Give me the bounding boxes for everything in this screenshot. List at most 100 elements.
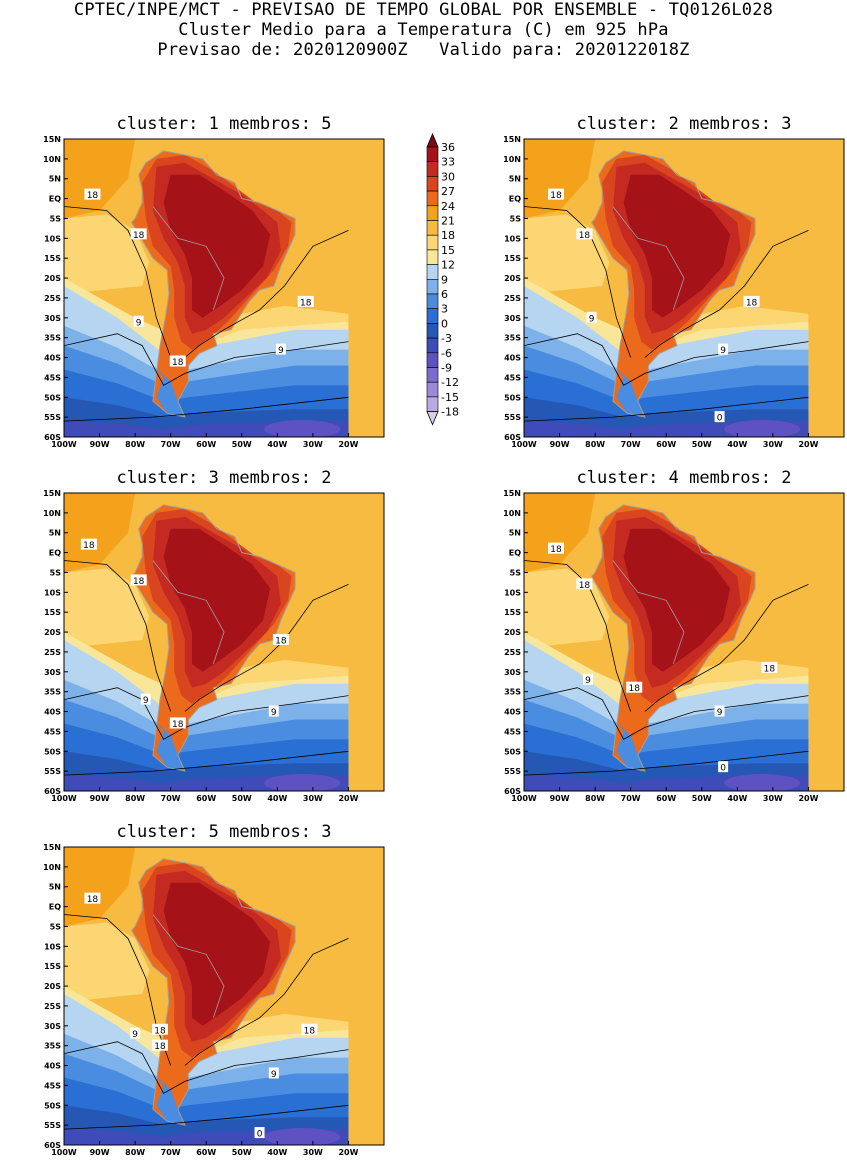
- lat-tick-label: 50S: [504, 393, 521, 402]
- isotherm-0: [524, 396, 809, 422]
- contour-label-bg: [548, 188, 564, 200]
- lat-tick-label: EQ: [49, 195, 61, 204]
- contour-label-bg: [714, 411, 725, 423]
- lon-tick-label: 60W: [196, 440, 216, 449]
- contour-label: 18: [746, 298, 758, 308]
- lat-tick-label: 50S: [504, 747, 521, 756]
- lat-tick-label: 30S: [504, 314, 521, 323]
- map-frame: [523, 492, 845, 792]
- contour-label-bg: [301, 1023, 318, 1035]
- lat-tick-label: 35S: [504, 334, 521, 343]
- heat-zone-33: [163, 528, 271, 672]
- patagonia-cold: [152, 1073, 185, 1126]
- lat-tick-label: 20S: [504, 628, 521, 637]
- cluster-3-map: cluster: 3 membros: 2 15N 10N 5N EQ 5S 10S 15S 2…: [0, 462, 400, 812]
- lon-tick-label: 40W: [727, 440, 747, 449]
- contour-label-bg: [152, 1039, 168, 1051]
- patagonia-cold: [612, 719, 645, 772]
- isotherm-18-west: [524, 560, 632, 712]
- colorbar-segment: [426, 234, 439, 251]
- colorbar-segment: [426, 293, 439, 309]
- patagonia-cold: [152, 719, 185, 772]
- lat-tick-label: 60S: [44, 787, 61, 796]
- lon-tick-label: 70W: [621, 794, 641, 803]
- colorbar-label: 6: [441, 288, 448, 301]
- lat-tick-label: 40S: [44, 354, 61, 363]
- lat-tick-label: 25S: [504, 294, 521, 303]
- contour-label: 18: [172, 358, 184, 368]
- lon-tick-label: 90W: [90, 1148, 110, 1157]
- contour-label-bg: [152, 1023, 168, 1035]
- cold-core: [264, 420, 341, 437]
- lon-tick-label: 90W: [90, 794, 110, 803]
- isotherm-9: [64, 687, 349, 740]
- contour-label: 18: [300, 298, 312, 308]
- isotherm-9: [524, 333, 809, 386]
- warm-north-area: [64, 139, 136, 219]
- temperature-map: cluster: 1 membros: 5 15N 10N 5N EQ 5S 10S 15S 2…: [43, 114, 385, 449]
- lat-tick-label: 55S: [504, 767, 521, 776]
- colorbar-segment: [426, 220, 439, 236]
- colorbar-segment: [426, 352, 439, 368]
- colorbar-label: 21: [441, 215, 455, 228]
- lat-tick-label: 15N: [503, 135, 521, 144]
- contour-label: 18: [83, 541, 95, 551]
- colorbar-label: 3: [441, 303, 448, 316]
- colorbar-segment: [426, 396, 439, 412]
- isotherm-9: [524, 687, 809, 740]
- lon-tick-label: 100W: [511, 440, 537, 449]
- contour-label-bg: [130, 1027, 141, 1039]
- lat-tick-label: 20S: [504, 274, 521, 283]
- colorbar-segment: [426, 205, 439, 221]
- isotherm-18-east: [644, 230, 809, 358]
- lon-tick-label: 30W: [763, 440, 783, 449]
- heat-zone-33: [163, 882, 271, 1026]
- contour-label-bg: [583, 673, 593, 685]
- panel-title: cluster: 2 membros: 3: [577, 114, 792, 134]
- lat-tick-label: 10N: [43, 509, 61, 518]
- temperature-map: cluster: 2 membros: 3 15N 10N 5N EQ 5S 10S 15S 2…: [503, 114, 845, 449]
- contour-label-bg: [718, 761, 729, 773]
- lat-tick-label: 55S: [44, 413, 61, 422]
- lon-tick-label: 20W: [798, 440, 818, 449]
- colorbar-top-triangle: [426, 132, 439, 148]
- cluster-4-map: cluster: 4 membros: 2 15N 10N 5N EQ 5S 10S 15S 2…: [460, 462, 847, 812]
- lat-tick-label: 5N: [509, 529, 521, 538]
- cool-pacific-area: [64, 922, 150, 1002]
- contour-label: 9: [132, 1030, 138, 1040]
- contour-label: 18: [87, 895, 99, 905]
- lon-tick-label: 100W: [511, 794, 537, 803]
- lon-tick-label: 40W: [267, 1148, 287, 1157]
- colorbar-label: 0: [441, 317, 448, 330]
- lon-tick-label: 20W: [338, 1148, 358, 1157]
- contour-label: 18: [304, 1026, 316, 1036]
- cool-pacific-area: [64, 214, 150, 294]
- colorbar-segment: [426, 176, 439, 192]
- country-border: [612, 560, 685, 665]
- colorbar-segment: [426, 190, 439, 207]
- lat-tick-label: 30S: [504, 668, 521, 677]
- lon-tick-label: 50W: [232, 1148, 252, 1157]
- lat-tick-label: 5N: [49, 883, 61, 892]
- contour-label-bg: [133, 315, 144, 327]
- lat-tick-label: EQ: [509, 195, 521, 204]
- lat-tick-label: 40S: [44, 708, 61, 717]
- lat-tick-label: 15S: [44, 608, 61, 617]
- lon-tick-label: 60W: [196, 794, 216, 803]
- contour-label: 18: [172, 720, 184, 730]
- colorbar-segment: [426, 323, 439, 339]
- isotherm-0: [64, 750, 349, 776]
- contour-label-bg: [268, 705, 279, 717]
- heat-zone-33: [623, 528, 731, 672]
- lon-tick-label: 80W: [125, 440, 145, 449]
- lat-tick-label: 15N: [503, 489, 521, 498]
- lon-tick-label: 90W: [550, 794, 570, 803]
- lat-tick-label: 10N: [43, 863, 61, 872]
- lat-tick-label: 45S: [44, 727, 61, 736]
- lat-tick-label: 10N: [43, 155, 61, 164]
- lat-tick-label: 35S: [44, 1042, 61, 1051]
- lat-tick-label: 40S: [44, 1062, 61, 1071]
- lon-tick-label: 40W: [267, 440, 287, 449]
- colorbar-segment: [426, 308, 439, 324]
- lat-tick-label: 60S: [44, 1141, 61, 1150]
